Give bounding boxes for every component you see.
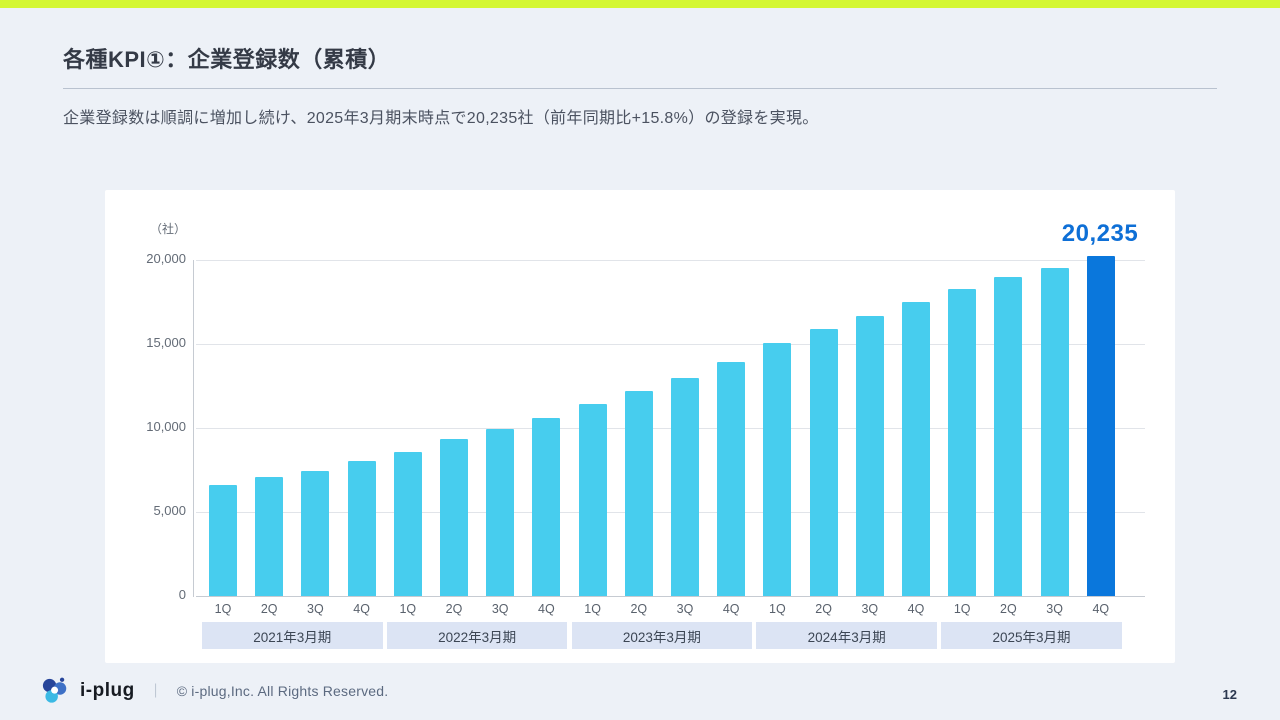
bar [902, 302, 930, 596]
i-plug-logo-icon [42, 677, 67, 703]
fiscal-year-band: 2025年3月期 [941, 622, 1122, 649]
y-axis-tick-label: 5,000 [153, 503, 186, 518]
bar [717, 361, 746, 596]
quarter-label: 3Q [307, 602, 324, 616]
bar [855, 316, 884, 596]
y-axis-line [193, 260, 194, 597]
bar [1040, 267, 1069, 596]
bar [994, 276, 1023, 596]
quarter-label: 2Q [815, 602, 832, 616]
quarter-label: 3Q [1046, 602, 1063, 616]
bar [486, 428, 515, 596]
chart-card: （社） 20,235 0 5,000 10,000 15,000 20,000 1Q 2Q 3… [105, 190, 1175, 663]
bar [671, 377, 699, 596]
bar [763, 343, 792, 596]
fiscal-year-band: 2022年3月期 [386, 622, 568, 649]
bar [393, 451, 422, 596]
bar [809, 328, 838, 596]
quarter-label: 4Q [1092, 602, 1110, 616]
plot-area: （社） 20,235 0 5,000 10,000 15,000 20,000 1Q 2Q 3… [146, 220, 1145, 649]
bar [301, 470, 330, 596]
quarter-label: 4Q [353, 602, 370, 616]
slide-subtitle: 企業登録数は順調に増加し続け、2025年3月期末時点で20,235社（前年同期比… [63, 110, 819, 127]
accent-bar [0, 0, 1280, 8]
quarter-label: 1Q [214, 602, 232, 616]
footer: i-plug ｜ © i-plug,Inc. All Rights Reserv… [40, 676, 388, 706]
title-divider [63, 88, 1217, 89]
logo-text: i-plug [80, 680, 135, 701]
copyright-text: © i-plug,Inc. All Rights Reserved. [176, 683, 389, 699]
quarter-label: 1Q [769, 602, 786, 616]
page-number: 12 [1222, 687, 1237, 702]
quarter-label: 4Q [907, 602, 925, 616]
bar [347, 460, 376, 596]
gridline [196, 512, 1145, 513]
quarter-label: 2Q [630, 602, 648, 616]
fiscal-year-band: 2023年3月期 [571, 622, 753, 649]
quarter-label: 3Q [676, 602, 694, 616]
gridline [196, 344, 1145, 345]
bar-highlighted [1086, 256, 1115, 596]
bar [440, 438, 468, 596]
page-title: 各種KPI①：企業登録数（累積） [63, 47, 391, 72]
fiscal-year-band: 2021年3月期 [202, 622, 383, 649]
y-axis-unit-label: （社） [149, 222, 186, 236]
y-axis-tick-label: 10,000 [146, 419, 186, 434]
bar [532, 417, 561, 596]
bar [209, 485, 237, 596]
bar [624, 391, 653, 596]
bar [948, 289, 977, 596]
quarter-label: 2Q [260, 602, 278, 616]
quarter-label: 2Q [1000, 602, 1017, 616]
quarter-label: 4Q [722, 602, 740, 616]
quarter-label: 1Q [953, 602, 971, 616]
gridline [196, 260, 1145, 261]
y-axis-tick-label: 20,000 [146, 251, 186, 266]
footer-separator: ｜ [148, 683, 163, 699]
quarter-label: 2Q [445, 602, 463, 616]
quarter-label: 1Q [584, 602, 601, 616]
quarter-label: 3Q [491, 602, 509, 616]
x-axis-baseline [196, 596, 1145, 597]
quarter-label: 4Q [538, 602, 555, 616]
fiscal-year-band: 2024年3月期 [756, 622, 937, 649]
gridline [196, 428, 1145, 429]
peak-value-label: 20,235 [1061, 220, 1139, 247]
bar [255, 476, 284, 596]
y-axis-tick-label: 15,000 [146, 335, 186, 350]
quarter-label: 3Q [861, 602, 879, 616]
bar [578, 404, 607, 596]
quarter-label: 1Q [399, 602, 417, 616]
y-axis-tick-label: 0 [178, 587, 186, 602]
